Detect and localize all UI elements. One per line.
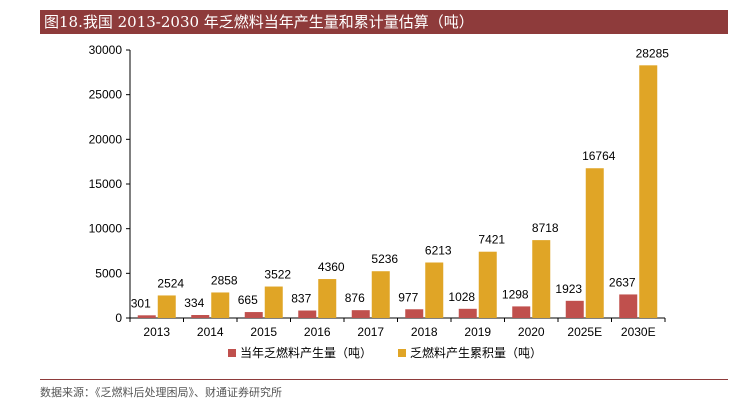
legend-swatch-cumulative <box>398 349 406 357</box>
bar-annual <box>351 310 370 318</box>
y-tick-label: 5000 <box>95 266 122 280</box>
data-label-cumulative: 6213 <box>425 243 452 257</box>
x-tick-label: 2013 <box>143 325 170 339</box>
y-tick-label: 10000 <box>89 222 123 236</box>
source-divider <box>40 379 728 380</box>
bar-cumulative <box>639 65 658 318</box>
chart-title: 图18.我国 2013-2030 年乏燃料当年产生量和累计量估算（吨） <box>40 10 728 34</box>
x-tick-label: 2015 <box>250 325 277 339</box>
x-tick-label: 2020 <box>518 325 545 339</box>
y-tick-label: 30000 <box>89 43 123 57</box>
data-label-cumulative: 28285 <box>636 46 670 60</box>
y-tick-label: 0 <box>115 311 122 325</box>
bar-annual <box>244 312 263 318</box>
data-label-cumulative: 5236 <box>371 252 398 266</box>
x-tick-label: 2025E <box>567 325 602 339</box>
data-label-cumulative: 8718 <box>532 221 559 235</box>
bar-cumulative <box>585 168 604 318</box>
bar-annual <box>191 315 210 318</box>
data-label-cumulative: 16764 <box>582 149 616 163</box>
data-label-annual: 876 <box>345 291 365 305</box>
x-tick-label: 2018 <box>411 325 438 339</box>
bar-cumulative <box>318 279 337 318</box>
data-label-annual: 1923 <box>555 282 582 296</box>
data-label-annual: 1298 <box>502 287 529 301</box>
data-label-cumulative: 2858 <box>211 273 238 287</box>
y-tick-label: 20000 <box>89 132 123 146</box>
y-tick-label: 25000 <box>89 88 123 102</box>
bar-cumulative <box>371 271 390 318</box>
bar-annual <box>512 306 531 318</box>
x-tick-label: 2016 <box>304 325 331 339</box>
bar-cumulative <box>425 262 444 318</box>
data-label-annual: 2637 <box>609 275 636 289</box>
bar-annual <box>298 310 317 318</box>
bar-cumulative <box>478 251 497 318</box>
data-label-annual: 334 <box>184 296 204 310</box>
legend-label-cumulative: 乏燃料产生累积量（吨） <box>410 345 542 360</box>
data-label-cumulative: 2524 <box>157 276 184 290</box>
x-tick-label: 2030E <box>621 325 656 339</box>
data-label-annual: 665 <box>238 293 258 307</box>
bar-cumulative <box>264 286 283 318</box>
x-tick-label: 2017 <box>357 325 384 339</box>
bar-annual <box>565 300 584 318</box>
bar-annual <box>405 309 424 318</box>
bar-cumulative <box>157 295 176 318</box>
x-tick-label: 2014 <box>197 325 224 339</box>
data-label-cumulative: 4360 <box>318 260 345 274</box>
data-label-cumulative: 3522 <box>264 268 291 282</box>
bar-cumulative <box>532 240 551 318</box>
data-label-annual: 1028 <box>448 290 475 304</box>
bar-annual <box>619 294 638 318</box>
data-label-annual: 977 <box>398 290 418 304</box>
x-tick-label: 2019 <box>464 325 491 339</box>
bar-annual <box>137 315 156 318</box>
y-tick-label: 15000 <box>89 177 123 191</box>
data-label-annual: 301 <box>131 296 151 310</box>
bar-annual <box>458 308 477 318</box>
source-note: 数据来源：《乏燃料后处理困局》、财通证券研究所 <box>40 386 282 399</box>
data-label-cumulative: 7421 <box>478 233 505 247</box>
bar-cumulative <box>211 292 230 318</box>
data-label-annual: 837 <box>291 292 311 306</box>
legend-swatch-annual <box>228 349 236 357</box>
legend-label-annual: 当年乏燃料产生量（吨） <box>240 345 372 360</box>
